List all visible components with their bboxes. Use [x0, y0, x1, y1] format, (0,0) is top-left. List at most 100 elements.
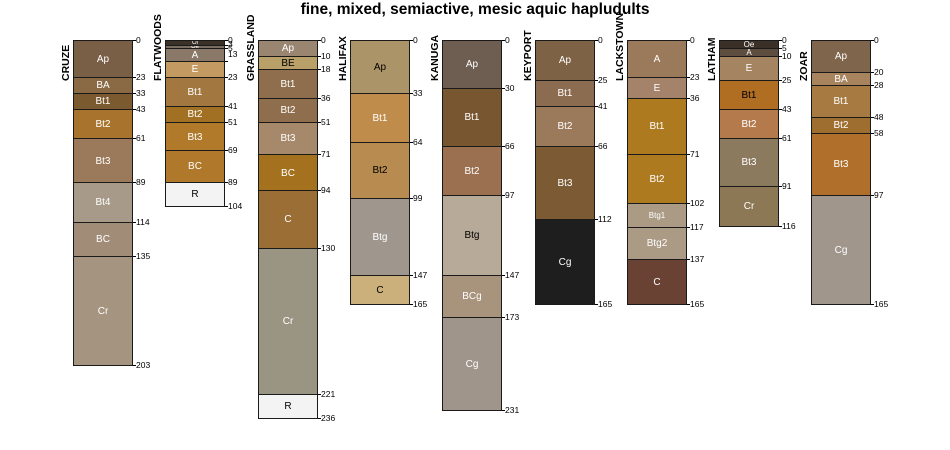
horizon-grassland-r: R [258, 394, 318, 419]
depth-label: 3 [228, 39, 233, 49]
depth-label: 66 [505, 141, 515, 151]
horizon-kanuga-bcg: BCg [442, 275, 502, 318]
depth-label: 117 [690, 222, 704, 232]
depth-tick [410, 275, 413, 276]
depth-tick [687, 98, 690, 99]
profile-name-halifax: HALIFAX [337, 36, 349, 81]
profile-name-kanuga: KANUGA [429, 34, 441, 81]
depth-label: 36 [321, 93, 331, 103]
horizon-grassland-bt3: Bt3 [258, 122, 318, 155]
depth-tick [871, 72, 874, 73]
profile-name-keyport: KEYPORT [522, 30, 534, 81]
horizon-kanuga-cg: Cg [442, 317, 502, 411]
depth-tick [779, 80, 782, 81]
horizon-zoar-ap: Ap [811, 40, 871, 73]
depth-label: 51 [321, 117, 331, 127]
depth-tick [318, 418, 321, 419]
depth-label: 102 [690, 198, 705, 208]
horizon-lackstown-bt2: Bt2 [627, 154, 687, 205]
horizon-cruze-bc: BC [73, 222, 133, 257]
horizon-zoar-cg: Cg [811, 195, 871, 305]
horizon-cruze-bt1: Bt1 [73, 93, 133, 110]
horizon-lackstown-e: E [627, 77, 687, 99]
depth-tick [318, 154, 321, 155]
depth-label: 66 [598, 141, 608, 151]
horizon-flatwoods-bt1: Bt1 [165, 77, 225, 107]
depth-tick [133, 222, 136, 223]
page-title: fine, mixed, semiactive, mesic aquic hap… [300, 1, 650, 18]
depth-label: 13 [228, 49, 238, 59]
depth-label: 43 [136, 104, 146, 114]
horizon-keyport-cg: Cg [535, 219, 595, 305]
depth-label: 165 [598, 299, 613, 309]
depth-tick [318, 248, 321, 249]
horizon-zoar-bt3: Bt3 [811, 133, 871, 196]
depth-label: 0 [598, 35, 603, 45]
depth-tick [133, 109, 136, 110]
horizon-latham-bt2: Bt2 [719, 109, 779, 139]
depth-label: 5 [228, 43, 233, 53]
horizon-lackstown-bt1: Bt1 [627, 98, 687, 155]
depth-tick [687, 304, 690, 305]
depth-label: 104 [228, 201, 243, 211]
horizon-flatwoods-bc: BC [165, 150, 225, 183]
horizon-grassland-bc: BC [258, 154, 318, 192]
depth-tick [779, 186, 782, 187]
depth-label: 0 [690, 35, 695, 45]
depth-label: 41 [598, 101, 608, 111]
depth-label: 0 [321, 35, 326, 45]
depth-label: 0 [413, 35, 418, 45]
depth-label: 43 [782, 104, 792, 114]
depth-tick [687, 227, 690, 228]
depth-label: 165 [690, 299, 705, 309]
depth-tick [871, 117, 874, 118]
depth-label: 30 [505, 83, 515, 93]
depth-label: 97 [505, 190, 515, 200]
depth-label: 58 [874, 128, 884, 138]
depth-label: 41 [228, 101, 238, 111]
depth-tick [318, 98, 321, 99]
depth-label: 64 [413, 137, 423, 147]
depth-label: 116 [782, 221, 796, 231]
horizon-grassland-be: BE [258, 56, 318, 70]
depth-tick [595, 219, 598, 220]
depth-label: 130 [321, 243, 336, 253]
depth-tick [225, 45, 228, 46]
depth-label: 25 [782, 75, 792, 85]
horizon-halifax-bt1: Bt1 [350, 93, 410, 144]
depth-tick [225, 106, 228, 107]
depth-tick [410, 40, 413, 41]
depth-tick [687, 77, 690, 78]
depth-label: 0 [136, 35, 141, 45]
depth-tick [871, 40, 874, 41]
depth-label: 10 [782, 51, 792, 61]
horizon-halifax-ap: Ap [350, 40, 410, 94]
horizon-lackstown-btg1: Btg1 [627, 203, 687, 228]
horizon-keyport-bt3: Bt3 [535, 146, 595, 221]
depth-tick [318, 394, 321, 395]
depth-tick [779, 56, 782, 57]
depth-label: 147 [505, 270, 520, 280]
depth-tick [318, 56, 321, 57]
depth-label: 33 [136, 88, 146, 98]
depth-tick [410, 304, 413, 305]
horizon-grassland-bt1: Bt1 [258, 69, 318, 99]
depth-label: 71 [321, 149, 331, 159]
depth-label: 97 [874, 190, 884, 200]
depth-tick [502, 40, 505, 41]
horizon-grassland-c: C [258, 190, 318, 249]
depth-label: 173 [505, 312, 520, 322]
depth-tick [225, 77, 228, 78]
depth-tick [318, 122, 321, 123]
depth-label: 165 [874, 299, 889, 309]
depth-label: 99 [413, 193, 423, 203]
depth-label: 61 [136, 133, 146, 143]
horizon-flatwoods-bt3: Bt3 [165, 122, 225, 152]
depth-tick [595, 106, 598, 107]
depth-tick [502, 195, 505, 196]
profile-name-cruze: CRUZE [60, 44, 72, 81]
depth-label: 89 [136, 177, 146, 187]
depth-tick [225, 206, 228, 207]
horizon-lackstown-btg2: Btg2 [627, 227, 687, 260]
